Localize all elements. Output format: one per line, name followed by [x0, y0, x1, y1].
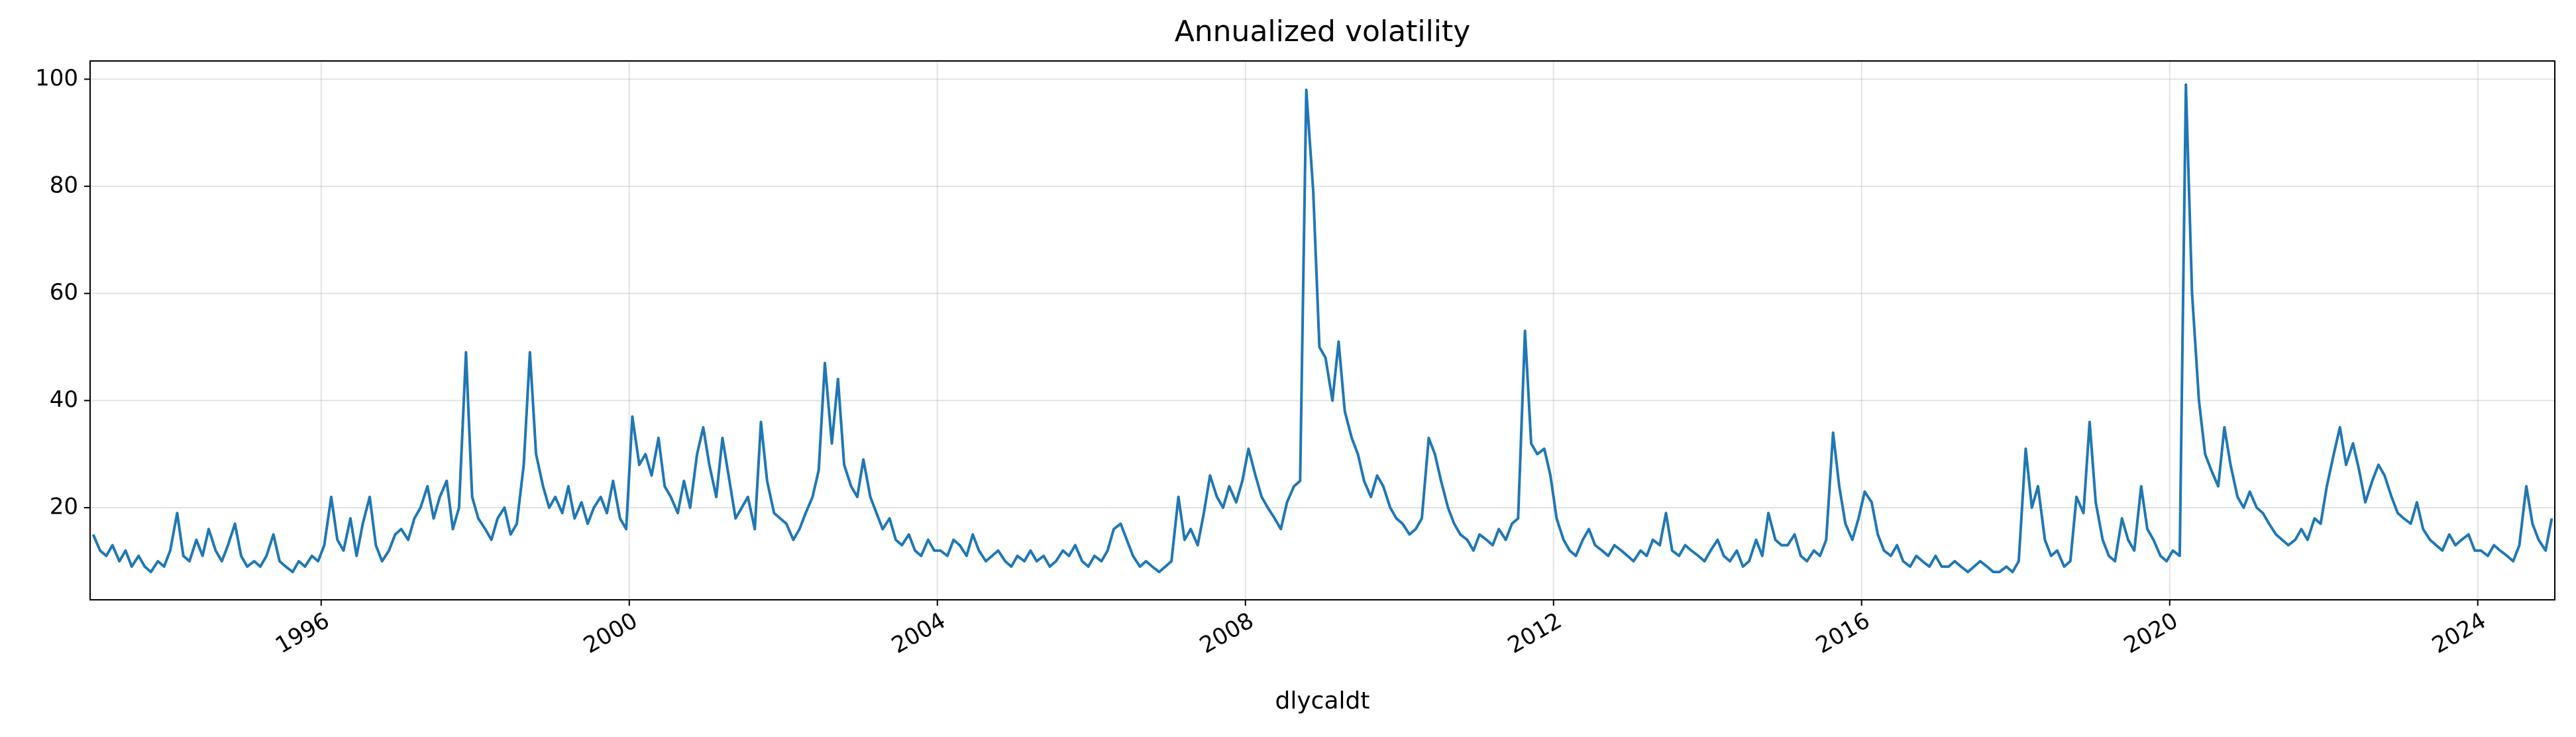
chart-title: Annualized volatility	[1175, 15, 1471, 48]
y-tick-label: 20	[50, 493, 78, 520]
y-tick-label: 100	[35, 65, 78, 91]
y-tick-label: 60	[50, 279, 78, 306]
line	[91, 83, 2553, 573]
y-tick-label: 40	[50, 386, 78, 413]
x-axis-label: dlycaldt	[1275, 687, 1370, 714]
y-tick-label: 80	[50, 172, 78, 199]
plot-frame	[89, 60, 2555, 600]
